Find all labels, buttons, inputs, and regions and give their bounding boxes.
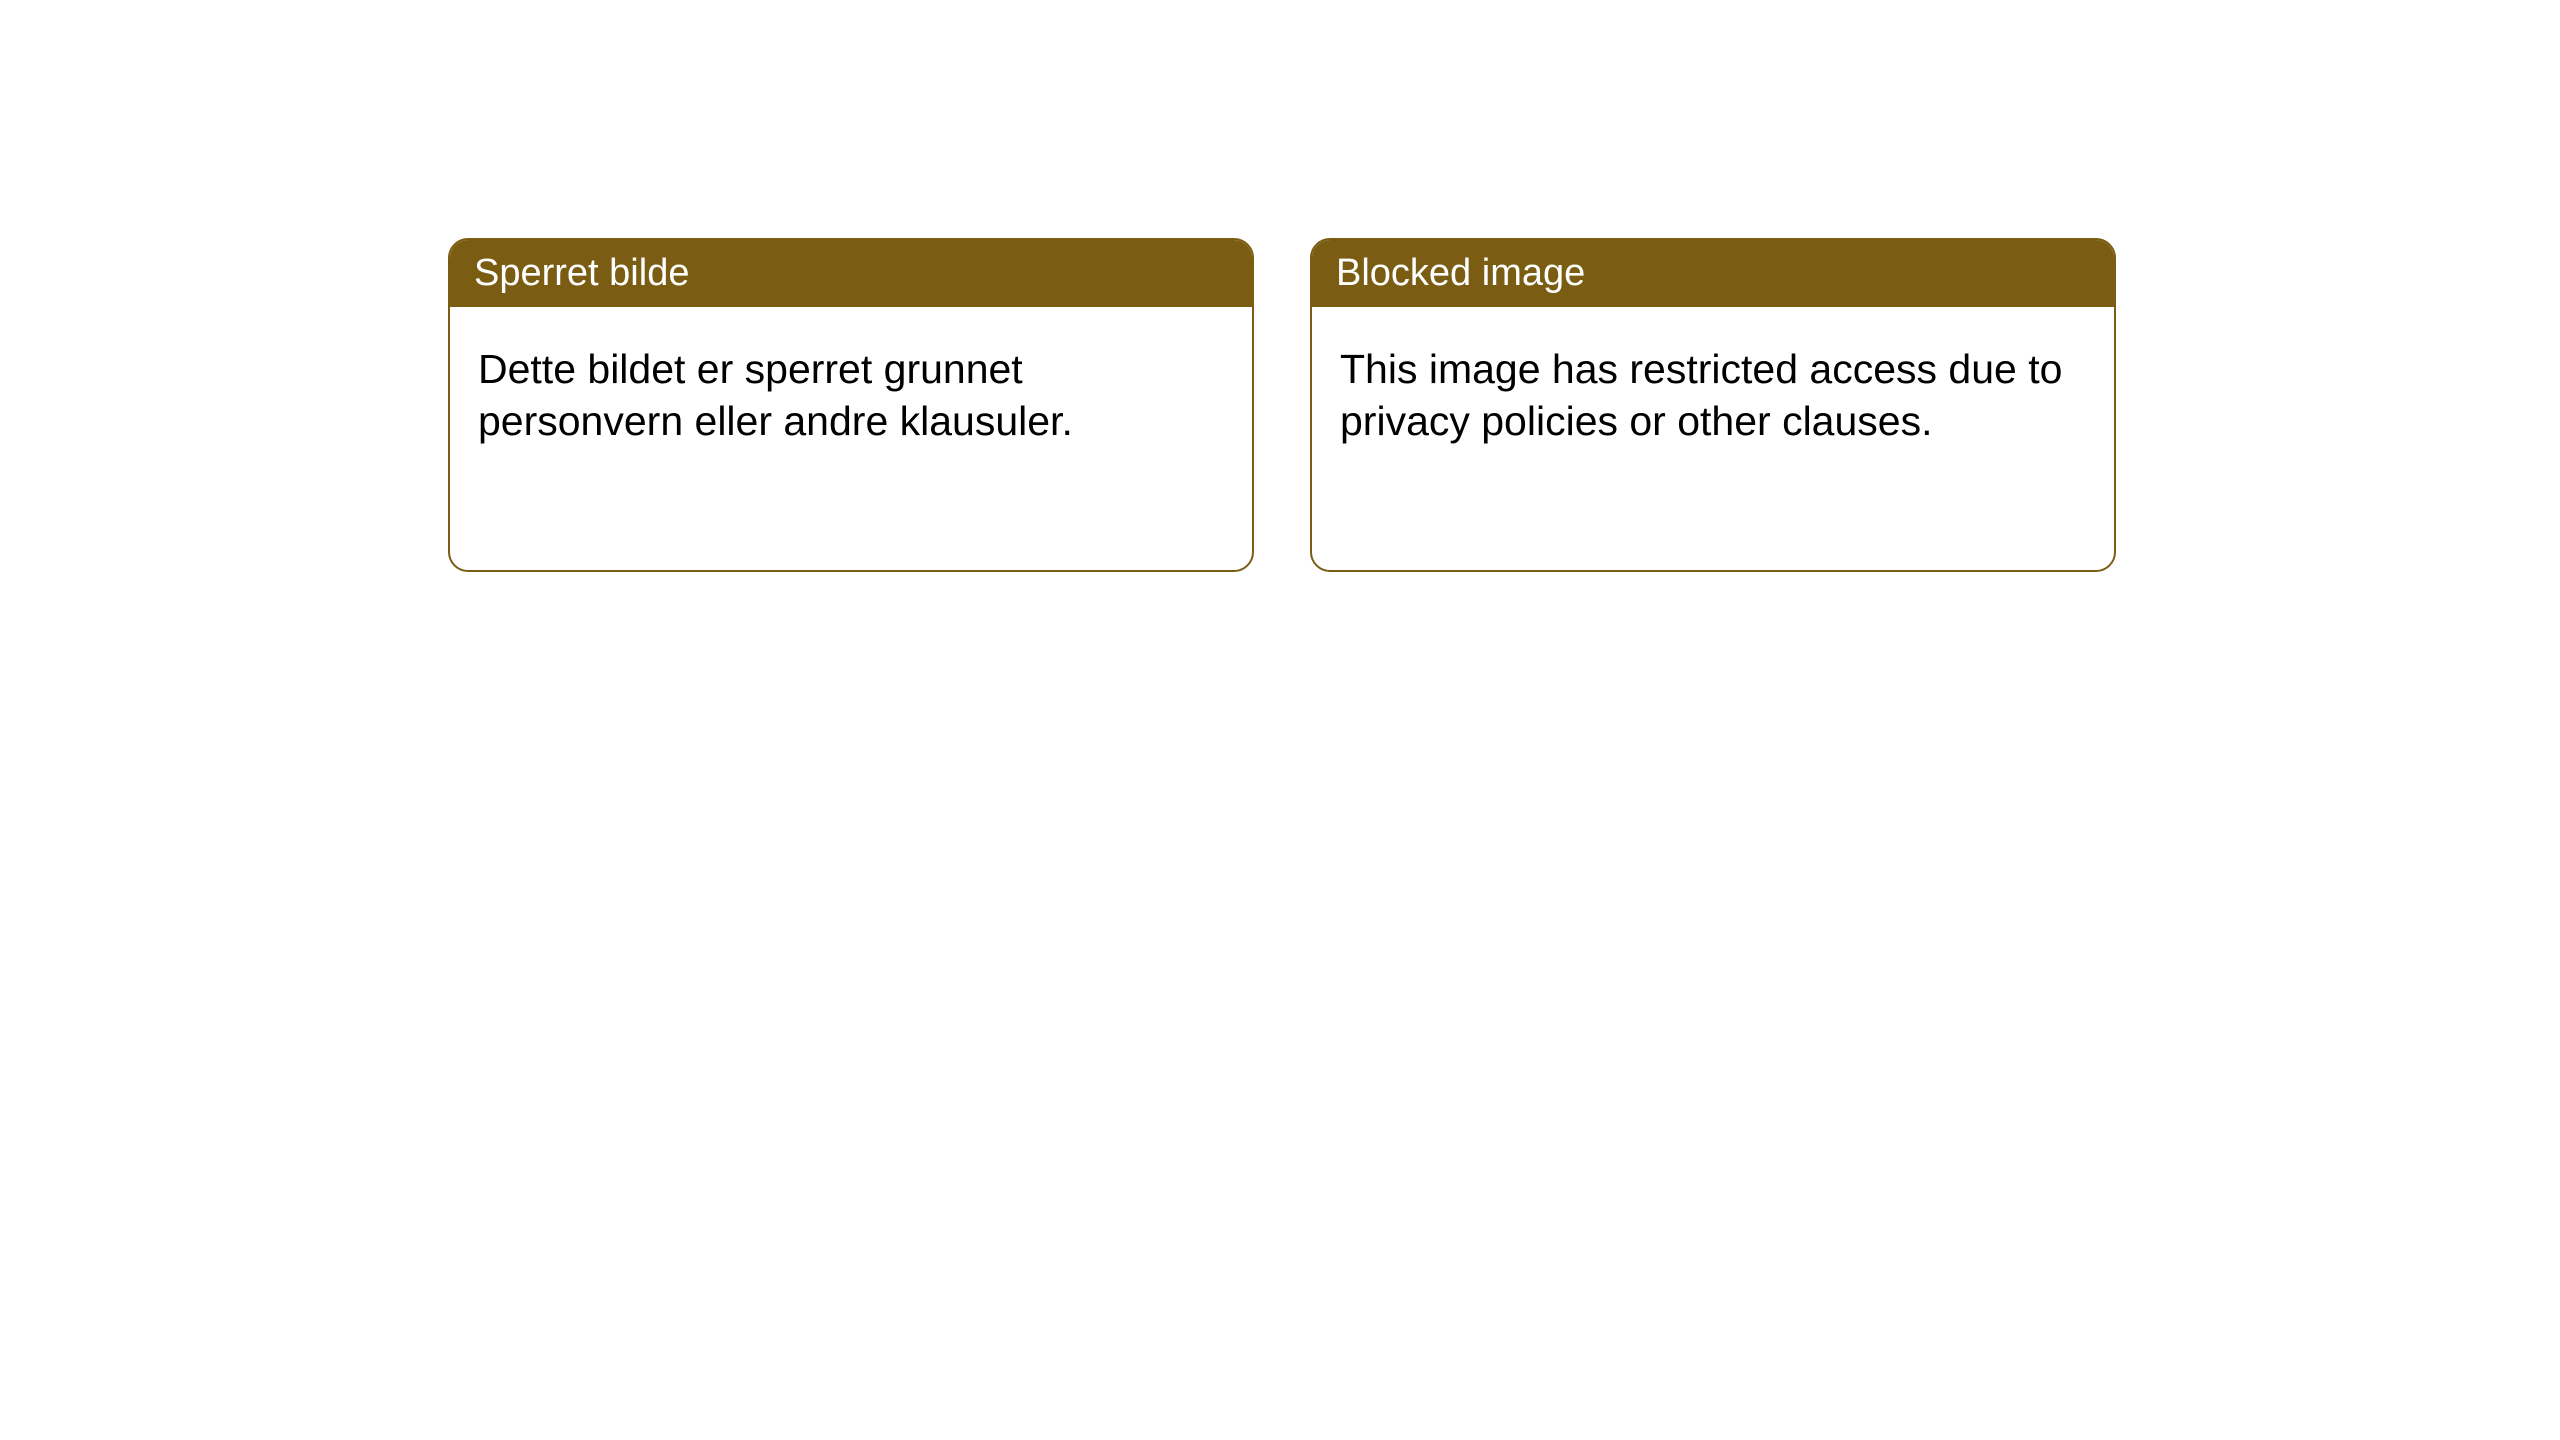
card-message: This image has restricted access due to … (1340, 346, 2062, 444)
card-title: Blocked image (1336, 252, 1585, 294)
card-body: Dette bildet er sperret grunnet personve… (450, 307, 1252, 484)
card-header: Sperret bilde (450, 240, 1252, 307)
blocked-image-card-en: Blocked image This image has restricted … (1310, 238, 2116, 572)
card-title: Sperret bilde (474, 252, 689, 294)
card-header: Blocked image (1312, 240, 2114, 307)
card-message: Dette bildet er sperret grunnet personve… (478, 346, 1073, 444)
cards-row: Sperret bilde Dette bildet er sperret gr… (448, 238, 2116, 572)
card-body: This image has restricted access due to … (1312, 307, 2114, 484)
blocked-image-card-no: Sperret bilde Dette bildet er sperret gr… (448, 238, 1254, 572)
